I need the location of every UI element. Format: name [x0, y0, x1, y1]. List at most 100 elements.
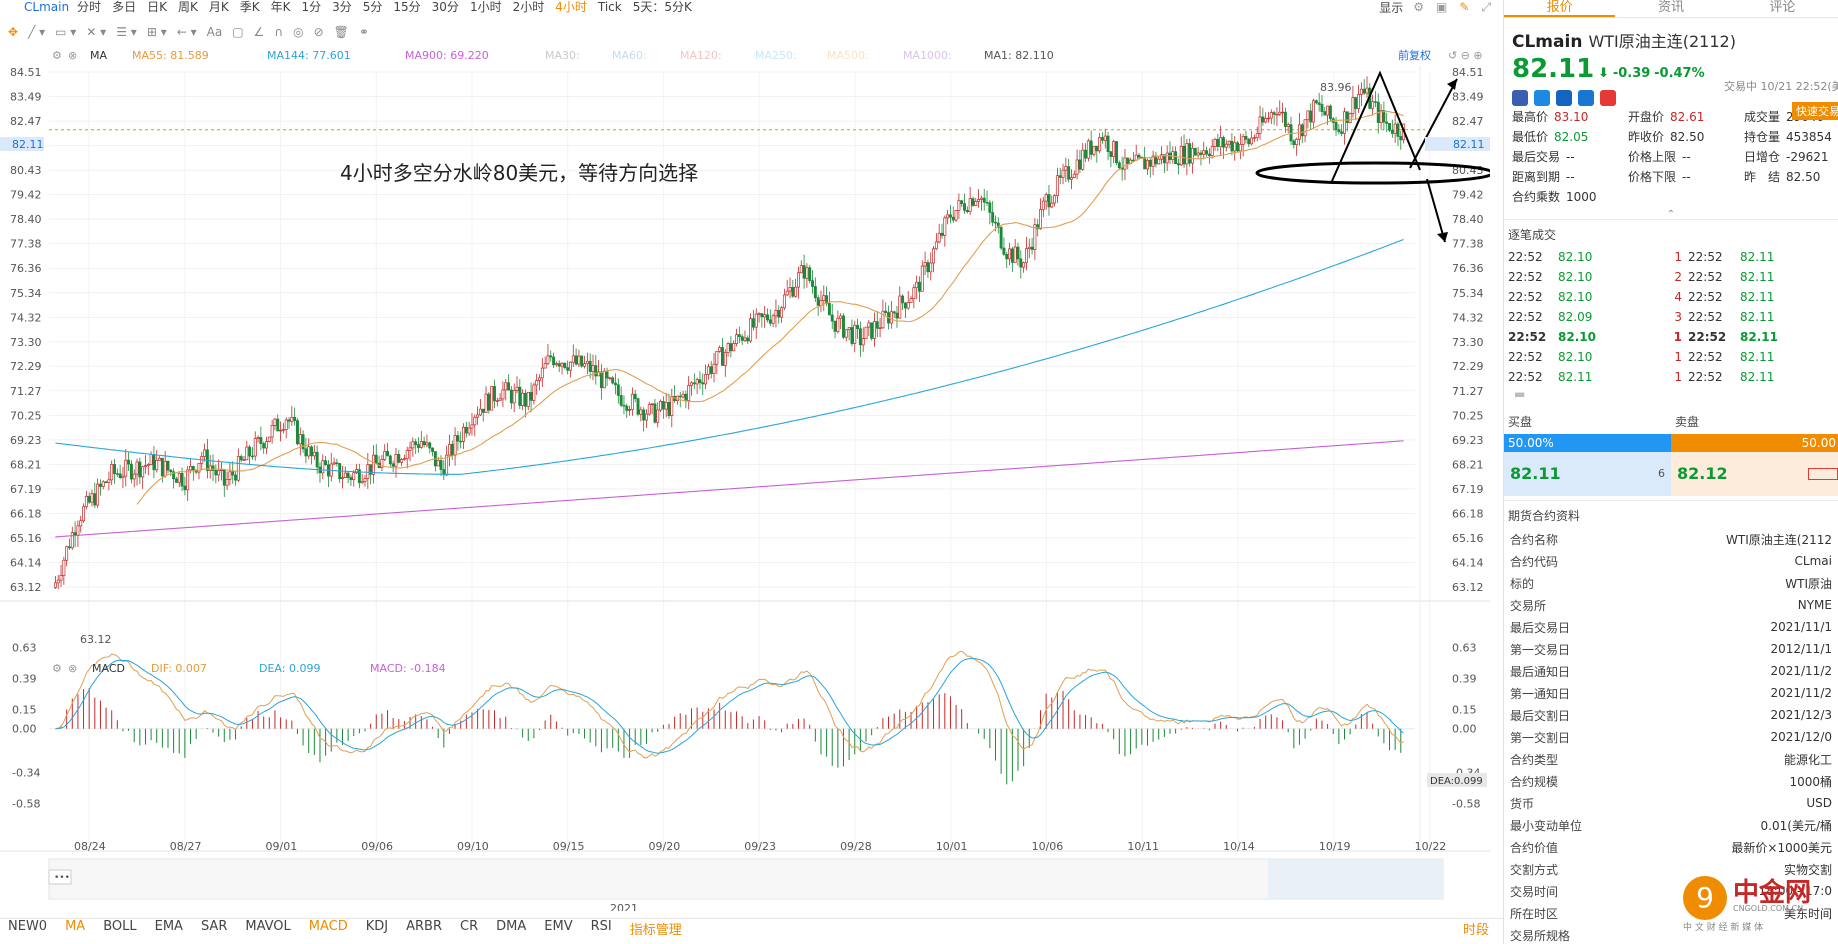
down-arrow-line: [1426, 178, 1446, 243]
navigator-handle-left[interactable]: [48, 869, 72, 885]
indicator-tab[interactable]: EMV: [544, 919, 573, 934]
candle-body: [189, 466, 192, 471]
eye-icon[interactable]: ◎: [293, 25, 304, 39]
arrow-tool-icon[interactable]: ← ▾: [176, 25, 197, 39]
indicator-tab[interactable]: ARBR: [406, 919, 443, 934]
move-icon[interactable]: ✥: [8, 25, 19, 39]
candle-body: [951, 216, 955, 221]
favorite-icon[interactable]: [1600, 90, 1616, 106]
tick-cell: 22:52: [1508, 310, 1543, 324]
svg-text:•••: •••: [54, 873, 70, 883]
candle-body: [90, 493, 94, 503]
indicator-tab[interactable]: CR: [460, 919, 479, 934]
alert-icon[interactable]: [1556, 90, 1572, 106]
text-tool-icon[interactable]: Aa: [206, 25, 223, 39]
pen-icon[interactable]: ✎: [1459, 0, 1470, 14]
session-button[interactable]: 时段: [1462, 923, 1489, 938]
period-tab[interactable]: 2小时: [512, 0, 545, 14]
period-tab[interactable]: 月K: [208, 0, 229, 14]
indicator-tab[interactable]: KDJ: [365, 919, 389, 934]
candle-body: [614, 382, 617, 386]
camera-icon[interactable]: ▣: [1435, 0, 1448, 14]
candle-body: [870, 322, 874, 339]
close-icon[interactable]: ⊗: [68, 49, 77, 62]
candle-body: [462, 426, 465, 442]
info-icon[interactable]: [1578, 90, 1594, 106]
period-tab[interactable]: 4小时: [555, 0, 587, 14]
hide-icon[interactable]: ⊘: [313, 25, 324, 39]
tab-news[interactable]: 资讯: [1657, 0, 1684, 15]
candle-body: [633, 393, 637, 400]
display-menu[interactable]: 显示: [1379, 0, 1404, 15]
line-tool-icon[interactable]: ╱ ▾: [28, 25, 46, 39]
candle-body: [332, 462, 336, 465]
symbol-label[interactable]: CLmain: [24, 0, 70, 14]
period-tab[interactable]: 日K: [147, 0, 167, 14]
period-tab[interactable]: 季K: [239, 0, 260, 14]
contract-key: 第一交割日: [1510, 730, 1571, 745]
indicator-tab[interactable]: MAVOL: [245, 919, 291, 934]
period-tab[interactable]: 3分: [332, 0, 352, 14]
candle-body: [782, 294, 786, 309]
pencil-tool-icon[interactable]: ∠: [253, 25, 265, 39]
indicator-tab[interactable]: BOLL: [103, 919, 137, 934]
fast-trade-button[interactable]: 快速交易: [1792, 102, 1838, 120]
period-tab[interactable]: 分时: [77, 0, 102, 14]
share-icon[interactable]: [1534, 90, 1550, 106]
comment-tool-icon[interactable]: ▢: [232, 25, 244, 39]
candle-body: [476, 414, 480, 418]
indicator-tab[interactable]: MA: [65, 919, 86, 934]
fib-tool-icon[interactable]: ☰ ▾: [116, 25, 137, 39]
candle-body: [577, 355, 581, 365]
settings-icon[interactable]: ⚙: [52, 49, 62, 62]
gear-icon[interactable]: ⚙: [1413, 0, 1424, 14]
link-icon[interactable]: ⚭: [358, 25, 369, 39]
candle-body: [68, 546, 71, 549]
candle-body: [363, 478, 367, 482]
indicator-tab[interactable]: DMA: [496, 919, 527, 934]
collapse-icon[interactable]: ⌃: [1666, 209, 1676, 220]
indicator-tab[interactable]: NEW0: [8, 919, 48, 934]
stat-label: 价格上限: [1628, 150, 1677, 164]
period-tab[interactable]: 1分: [301, 0, 322, 14]
candle-body: [177, 473, 181, 483]
period-tab[interactable]: 周K: [177, 0, 198, 14]
indicator-tab[interactable]: EMA: [154, 919, 183, 934]
indicator-tab[interactable]: MACD: [308, 919, 348, 934]
period-tab[interactable]: 5分: [362, 0, 383, 14]
candle-body: [574, 355, 578, 365]
period-tab[interactable]: 5天：5分K: [632, 0, 692, 14]
cross-tool-icon[interactable]: ✕ ▾: [86, 25, 107, 39]
period-tab[interactable]: 年K: [270, 0, 291, 14]
measure-tool-icon[interactable]: ⊞ ▾: [146, 25, 167, 39]
tab-quote[interactable]: 报价: [1504, 0, 1616, 17]
candle-body: [1373, 101, 1377, 103]
candle-body: [310, 446, 313, 457]
candle-body: [718, 347, 722, 352]
candle-body: [490, 386, 494, 411]
indicator-tab[interactable]: SAR: [200, 919, 228, 934]
macd-settings-icon[interactable]: ⚙: [52, 662, 62, 675]
trash-icon[interactable]: 🗑: [333, 25, 349, 39]
kline-chart[interactable]: 84.5184.5183.4983.4982.4782.4781.4581.45…: [0, 46, 1495, 915]
candle-body: [1154, 155, 1158, 165]
candle-body: [965, 210, 969, 213]
forward-adjust-button[interactable]: 前复权: [1398, 48, 1431, 62]
indicator-tab[interactable]: RSI: [590, 919, 612, 934]
reset-icon[interactable]: ↺ ⊖ ⊕: [1448, 49, 1483, 62]
candle-body: [1117, 162, 1121, 169]
period-tab[interactable]: 多日: [112, 0, 137, 14]
scroll-indicator[interactable]: ▬: [1514, 387, 1526, 401]
period-tab[interactable]: Tick: [597, 0, 622, 14]
period-tab[interactable]: 30分: [431, 0, 459, 14]
tab-comments[interactable]: 评论: [1769, 0, 1796, 15]
period-tab[interactable]: 1小时: [469, 0, 502, 14]
macd-close-icon[interactable]: ⊗: [68, 662, 77, 675]
shape-tool-icon[interactable]: ▭ ▾: [55, 25, 77, 39]
fullscreen-icon[interactable]: ⤢: [1481, 0, 1491, 14]
period-tab[interactable]: 15分: [393, 0, 421, 14]
indicator-tab[interactable]: 指标管理: [629, 923, 682, 938]
bid-pct: 50.00%: [1504, 434, 1671, 452]
chart-area[interactable]: 84.5184.5183.4983.4982.4782.4781.4581.45…: [0, 46, 1495, 915]
magnet-icon[interactable]: ∩: [274, 25, 284, 39]
